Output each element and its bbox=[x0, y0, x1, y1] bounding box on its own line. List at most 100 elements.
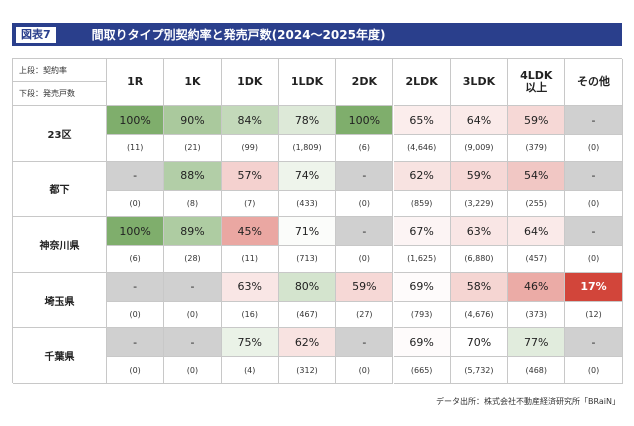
units-cell: (6,880) bbox=[450, 246, 509, 273]
units-cell: (0) bbox=[565, 357, 623, 384]
units-cell: (457) bbox=[508, 246, 566, 273]
contract-rate-cell: 88% bbox=[164, 161, 222, 191]
row-header: 埼玉県 bbox=[13, 272, 107, 329]
units-cell: (4) bbox=[221, 357, 279, 384]
figure-label: 図表7 bbox=[16, 26, 56, 43]
contract-rate-cell: 65% bbox=[393, 106, 451, 135]
contract-rate-cell: 69% bbox=[393, 272, 451, 302]
contract-rate-cell: 74% bbox=[278, 161, 337, 191]
units-cell: (379) bbox=[508, 135, 566, 162]
contract-rate-cell: 63% bbox=[450, 217, 509, 247]
units-cell: (0) bbox=[336, 190, 394, 218]
units-cell: (665) bbox=[393, 357, 451, 384]
contract-rate-cell: 63% bbox=[221, 272, 279, 302]
contract-rate-cell: 58% bbox=[450, 272, 509, 302]
contract-rate-cell: 100% bbox=[336, 106, 394, 135]
units-cell: (0) bbox=[107, 301, 165, 329]
units-cell: (16) bbox=[221, 301, 279, 329]
contract-rate-cell: 71% bbox=[278, 217, 337, 247]
units-cell: (1,809) bbox=[278, 135, 337, 162]
units-cell: (0) bbox=[336, 357, 394, 384]
contract-rate-cell: 70% bbox=[450, 328, 509, 358]
contract-rate-cell: - bbox=[107, 161, 165, 191]
units-cell: (21) bbox=[164, 135, 222, 162]
contract-rate-cell: 75% bbox=[221, 328, 279, 358]
contract-rate-cell: - bbox=[565, 328, 623, 358]
chart-title: 間取りタイプ別契約率と発売戸数(2024〜2025年度) bbox=[91, 28, 386, 42]
units-cell: (433) bbox=[278, 190, 337, 218]
units-cell: (0) bbox=[164, 301, 222, 329]
column-header: 2LDK bbox=[393, 59, 451, 106]
units-cell: (6) bbox=[336, 135, 394, 162]
units-cell: (0) bbox=[336, 246, 394, 273]
contract-rate-cell: - bbox=[107, 272, 165, 302]
units-cell: (1,625) bbox=[393, 246, 451, 273]
units-cell: (11) bbox=[221, 246, 279, 273]
units-cell: (12) bbox=[565, 301, 623, 329]
contract-rate-cell: - bbox=[565, 106, 623, 135]
column-header: 1DK bbox=[221, 59, 279, 106]
units-cell: (8) bbox=[164, 190, 222, 218]
units-cell: (7) bbox=[221, 190, 279, 218]
units-cell: (99) bbox=[221, 135, 279, 162]
contract-rate-cell: 100% bbox=[107, 106, 165, 135]
contract-rate-cell: 17% bbox=[565, 272, 623, 302]
contract-rate-cell: 45% bbox=[221, 217, 279, 247]
contract-rate-cell: 78% bbox=[278, 106, 337, 135]
units-cell: (373) bbox=[508, 301, 566, 329]
contract-rate-cell: 80% bbox=[278, 272, 337, 302]
corner-top-label: 上段：契約率 bbox=[13, 59, 106, 82]
units-cell: (0) bbox=[164, 357, 222, 384]
contract-rate-cell: 64% bbox=[450, 106, 509, 135]
contract-rate-cell: 62% bbox=[278, 328, 337, 358]
table-corner: 上段：契約率下段：発売戸数 bbox=[13, 59, 107, 106]
corner-bottom-label: 下段：発売戸数 bbox=[19, 89, 75, 98]
units-cell: (312) bbox=[278, 357, 337, 384]
units-cell: (4,646) bbox=[393, 135, 451, 162]
units-cell: (255) bbox=[508, 190, 566, 218]
contract-rate-cell: 59% bbox=[508, 106, 566, 135]
contract-rate-cell: - bbox=[336, 328, 394, 358]
contract-rate-cell: 57% bbox=[221, 161, 279, 191]
contract-rate-cell: 69% bbox=[393, 328, 451, 358]
contract-rate-cell: - bbox=[164, 328, 222, 358]
contract-rate-cell: - bbox=[336, 217, 394, 247]
units-cell: (713) bbox=[278, 246, 337, 273]
row-header: 都下 bbox=[13, 161, 107, 218]
units-cell: (3,229) bbox=[450, 190, 509, 218]
units-cell: (859) bbox=[393, 190, 451, 218]
row-header: 千葉県 bbox=[13, 328, 107, 384]
row-header: 23区 bbox=[13, 106, 107, 162]
units-cell: (6) bbox=[107, 246, 165, 273]
column-header: 2DK bbox=[336, 59, 394, 106]
row-header: 神奈川県 bbox=[13, 217, 107, 273]
contract-rate-cell: - bbox=[565, 217, 623, 247]
contract-rate-cell: 89% bbox=[164, 217, 222, 247]
units-cell: (0) bbox=[107, 357, 165, 384]
column-header: 1LDK bbox=[278, 59, 337, 106]
contract-rate-cell: 64% bbox=[508, 217, 566, 247]
figure-header: 図表7 間取りタイプ別契約率と発売戸数(2024〜2025年度) bbox=[12, 23, 622, 46]
column-header: 3LDK bbox=[450, 59, 509, 106]
units-cell: (0) bbox=[565, 135, 623, 162]
column-header: その他 bbox=[565, 59, 623, 106]
units-cell: (0) bbox=[565, 246, 623, 273]
units-cell: (0) bbox=[107, 190, 165, 218]
column-header: 1R bbox=[107, 59, 165, 106]
contract-rate-cell: 90% bbox=[164, 106, 222, 135]
contract-rate-cell: - bbox=[336, 161, 394, 191]
units-cell: (0) bbox=[565, 190, 623, 218]
contract-rate-cell: 84% bbox=[221, 106, 279, 135]
column-header: 4LDK 以上 bbox=[508, 59, 566, 106]
units-cell: (5,732) bbox=[450, 357, 509, 384]
units-cell: (793) bbox=[393, 301, 451, 329]
units-cell: (468) bbox=[508, 357, 566, 384]
contract-rate-cell: - bbox=[107, 328, 165, 358]
units-cell: (27) bbox=[336, 301, 394, 329]
contract-rate-cell: 54% bbox=[508, 161, 566, 191]
contract-rate-cell: - bbox=[565, 161, 623, 191]
contract-rate-cell: - bbox=[164, 272, 222, 302]
contract-rate-table: 上段：契約率 下段：発売戸数 1R 1K 1DK 1LDK 2DK 2LDK 3LDK 4LDK … bbox=[12, 58, 623, 384]
column-header: 1K bbox=[164, 59, 222, 106]
contract-rate-cell: 100% bbox=[107, 217, 165, 247]
